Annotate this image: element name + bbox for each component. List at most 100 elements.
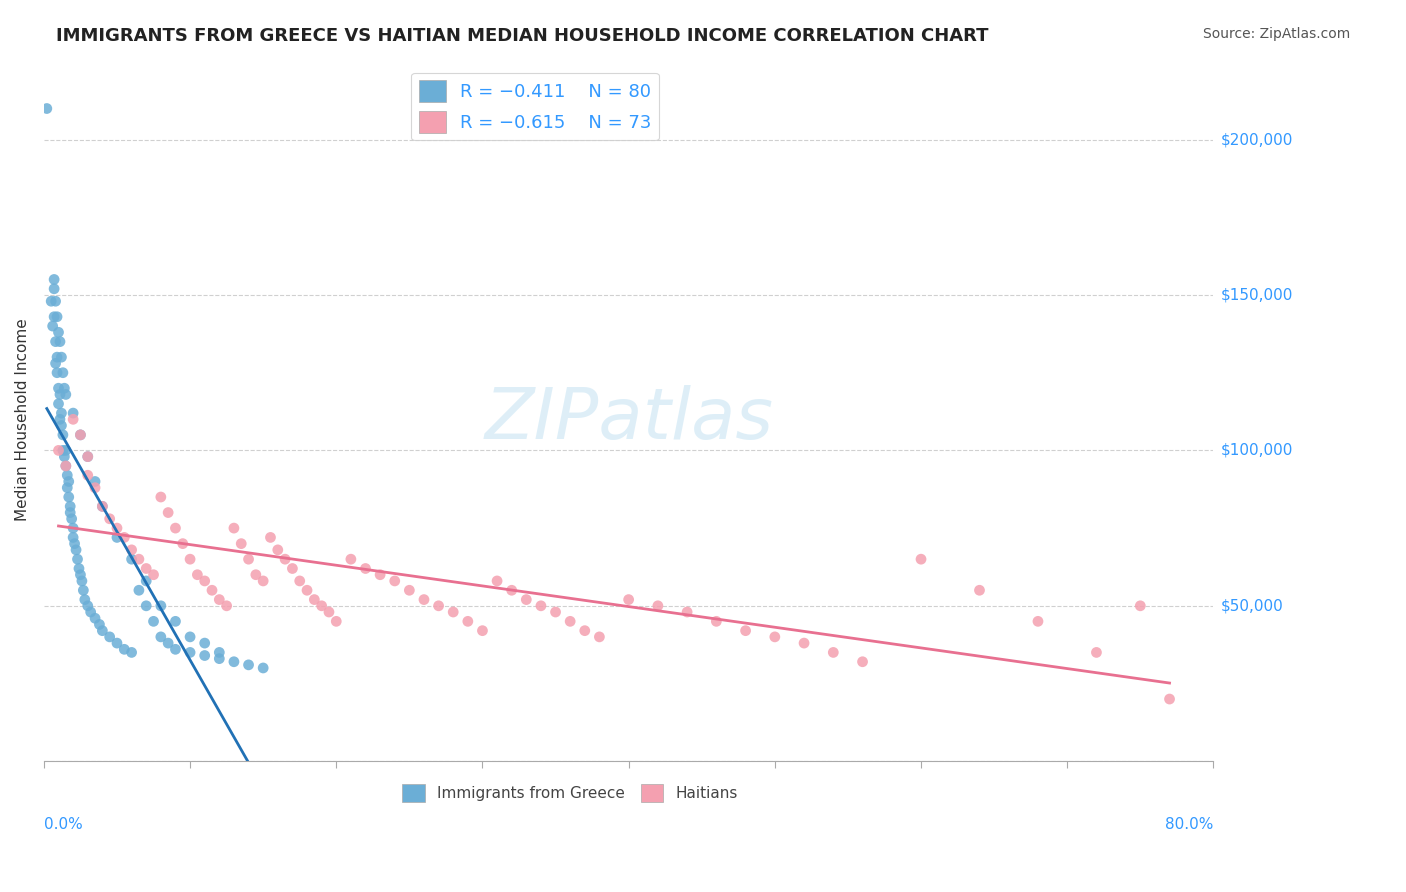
Point — [84, 481, 107, 495]
Point — [52, 366, 75, 380]
Point — [46, 350, 69, 364]
Point — [59, 500, 82, 514]
Point — [48, 381, 70, 395]
Point — [823, 645, 845, 659]
Point — [67, 561, 90, 575]
Point — [121, 542, 143, 557]
Point — [179, 630, 201, 644]
Point — [49, 334, 72, 349]
Text: $50,000: $50,000 — [1220, 599, 1284, 614]
Point — [259, 530, 281, 544]
Point — [588, 630, 610, 644]
Point — [128, 583, 150, 598]
Point — [121, 552, 143, 566]
Point — [91, 624, 114, 638]
Text: $150,000: $150,000 — [1220, 287, 1294, 302]
Point — [165, 521, 187, 535]
Point — [157, 636, 180, 650]
Point — [515, 592, 537, 607]
Point — [172, 536, 194, 550]
Point — [105, 636, 128, 650]
Point — [530, 599, 553, 613]
Point — [238, 552, 260, 566]
Point — [165, 642, 187, 657]
Point — [65, 542, 87, 557]
Point — [55, 443, 77, 458]
Point — [142, 567, 165, 582]
Point — [1085, 645, 1108, 659]
Point — [763, 630, 786, 644]
Point — [222, 521, 245, 535]
Point — [1026, 615, 1049, 629]
Point — [647, 599, 669, 613]
Point — [48, 397, 70, 411]
Point — [340, 552, 363, 566]
Point — [48, 443, 70, 458]
Text: $100,000: $100,000 — [1220, 443, 1294, 458]
Text: $200,000: $200,000 — [1220, 132, 1294, 147]
Point — [62, 530, 84, 544]
Point — [1129, 599, 1152, 613]
Point — [222, 655, 245, 669]
Text: Source: ZipAtlas.com: Source: ZipAtlas.com — [1202, 27, 1350, 41]
Point — [142, 615, 165, 629]
Point — [56, 481, 79, 495]
Point — [231, 536, 253, 550]
Point — [62, 406, 84, 420]
Point — [208, 651, 231, 665]
Point — [49, 387, 72, 401]
Point — [560, 615, 582, 629]
Point — [49, 412, 72, 426]
Point — [98, 630, 121, 644]
Point — [59, 506, 82, 520]
Point — [208, 592, 231, 607]
Point — [734, 624, 756, 638]
Point — [58, 490, 80, 504]
Point — [238, 657, 260, 672]
Point — [46, 366, 69, 380]
Point — [969, 583, 991, 598]
Point — [105, 530, 128, 544]
Point — [98, 512, 121, 526]
Point — [76, 468, 98, 483]
Point — [486, 574, 509, 588]
Point — [84, 611, 107, 625]
Point — [79, 605, 101, 619]
Point — [66, 552, 89, 566]
Point — [135, 599, 157, 613]
Point — [574, 624, 596, 638]
Point — [471, 624, 494, 638]
Point — [149, 490, 172, 504]
Point — [501, 583, 523, 598]
Point — [62, 521, 84, 535]
Point — [76, 450, 98, 464]
Point — [1159, 692, 1181, 706]
Point — [252, 661, 274, 675]
Point — [42, 272, 65, 286]
Point — [69, 428, 91, 442]
Point — [51, 406, 73, 420]
Point — [149, 630, 172, 644]
Point — [46, 310, 69, 324]
Point — [69, 567, 91, 582]
Point — [52, 443, 75, 458]
Point — [51, 350, 73, 364]
Point — [157, 506, 180, 520]
Point — [179, 552, 201, 566]
Point — [55, 458, 77, 473]
Point — [52, 428, 75, 442]
Point — [51, 418, 73, 433]
Point — [45, 334, 67, 349]
Legend: Immigrants from Greece, Haitians: Immigrants from Greece, Haitians — [396, 778, 744, 808]
Point — [149, 599, 172, 613]
Point — [76, 599, 98, 613]
Point — [295, 583, 318, 598]
Point — [704, 615, 727, 629]
Point — [91, 500, 114, 514]
Point — [274, 552, 297, 566]
Point — [53, 450, 76, 464]
Point — [105, 521, 128, 535]
Text: 80.0%: 80.0% — [1166, 817, 1213, 832]
Point — [70, 574, 93, 588]
Point — [851, 655, 873, 669]
